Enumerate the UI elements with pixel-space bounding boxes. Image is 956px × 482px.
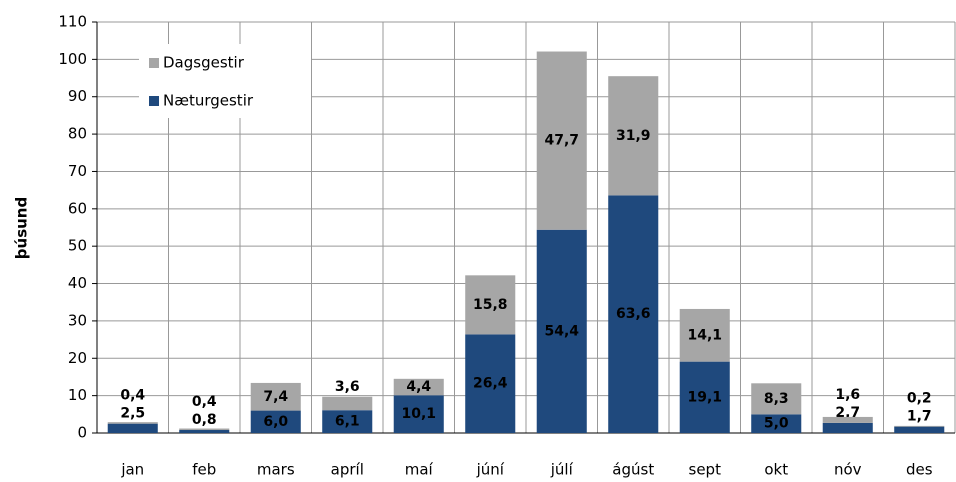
y-tick-label: 70	[68, 162, 87, 180]
bar-segment	[393, 395, 444, 433]
value-label: 0,2	[907, 391, 932, 407]
bar-segment	[822, 422, 873, 433]
y-axis-label: þúsund	[13, 197, 31, 259]
value-label: 2,5	[120, 406, 145, 422]
y-tick-label: 50	[68, 237, 87, 255]
value-label: 14,1	[687, 327, 722, 343]
value-label: 31,9	[616, 128, 651, 144]
y-tick-label: 60	[68, 199, 87, 217]
bar-segment	[107, 422, 158, 424]
bar-segment	[179, 430, 230, 433]
legend-label: Dagsgestir	[163, 54, 245, 72]
value-label: 10,1	[401, 406, 436, 422]
y-tick-label: 90	[68, 87, 87, 105]
value-label: 47,7	[544, 133, 579, 149]
bar-segment	[751, 383, 802, 415]
value-label: 15,8	[473, 297, 508, 313]
legend-swatch	[149, 96, 159, 106]
bar-segment	[679, 361, 730, 433]
value-label: 1,6	[835, 387, 860, 403]
bar-segment	[608, 76, 659, 196]
value-label: 2,7	[835, 405, 860, 421]
value-label: 8,3	[764, 391, 789, 407]
legend-box	[139, 44, 311, 118]
value-label: 6,1	[335, 414, 360, 430]
value-label: 7,4	[263, 389, 288, 405]
value-label: 0,4	[192, 394, 217, 410]
value-label: 1,7	[907, 409, 932, 425]
x-tick-label: feb	[192, 461, 216, 479]
x-tick-label: okt	[764, 461, 788, 479]
y-tick-label: 40	[68, 274, 87, 292]
x-tick-label: maí	[405, 461, 434, 479]
y-tick-label: 80	[68, 125, 87, 143]
bar-segment	[822, 416, 873, 423]
value-label: 6,0	[263, 414, 288, 430]
value-label: 19,1	[687, 389, 722, 405]
value-label: 4,4	[406, 379, 431, 395]
bar-segment	[465, 334, 516, 433]
bar-segment	[322, 396, 373, 411]
x-tick-label: sept	[689, 461, 722, 479]
value-label: 63,6	[616, 306, 651, 322]
bar-segment	[751, 414, 802, 433]
value-label: 0,4	[120, 388, 145, 404]
y-tick-label: 0	[77, 424, 87, 442]
bar-segment	[894, 425, 945, 427]
bar-segment	[536, 229, 587, 433]
bar-segment	[107, 423, 158, 433]
bar-segment	[465, 275, 516, 335]
bar-segment	[250, 382, 301, 411]
y-tick-label: 10	[68, 386, 87, 404]
bar-segment	[536, 51, 587, 230]
x-tick-label: ágúst	[612, 461, 654, 479]
value-label: 3,6	[335, 379, 360, 395]
x-tick-label: apríl	[331, 461, 364, 479]
x-tick-label: júlí	[550, 461, 574, 479]
bar-segment	[894, 426, 945, 433]
bar-segment	[608, 195, 659, 433]
y-tick-label: 100	[58, 50, 87, 68]
x-tick-label: júní	[476, 461, 505, 479]
value-label: 0,8	[192, 412, 217, 428]
value-label: 26,4	[473, 376, 508, 392]
x-tick-label: des	[906, 461, 933, 479]
y-tick-label: 30	[68, 311, 87, 329]
bar-segment	[679, 308, 730, 362]
x-tick-label: mars	[257, 461, 295, 479]
legend-swatch	[149, 58, 159, 68]
bar-segment	[393, 378, 444, 396]
y-tick-label: 110	[58, 13, 87, 31]
x-tick-label: nóv	[834, 461, 862, 479]
x-tick-label: jan	[120, 461, 144, 479]
legend-label: Næturgestir	[163, 92, 254, 110]
value-label: 54,4	[544, 323, 579, 339]
bar-segment	[179, 428, 230, 431]
bar-segment	[322, 410, 373, 433]
y-tick-label: 20	[68, 349, 87, 367]
bar-segment	[250, 410, 301, 433]
value-label: 5,0	[764, 416, 789, 432]
